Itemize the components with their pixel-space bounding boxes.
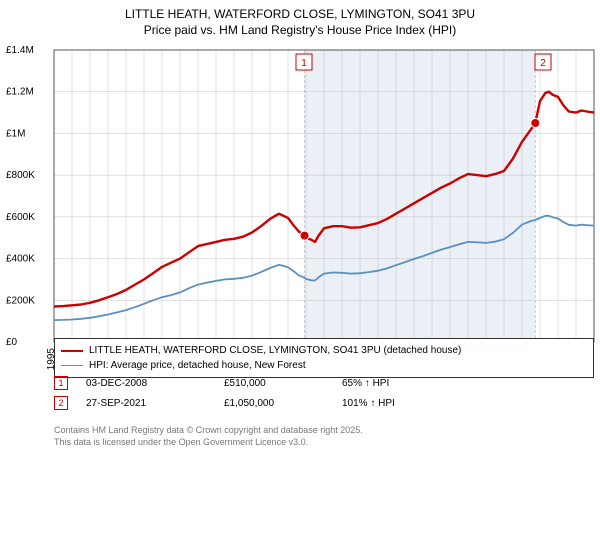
svg-text:£200K: £200K [6, 296, 35, 307]
attrib-line-1: Contains HM Land Registry data © Crown c… [54, 424, 363, 436]
marker-table: 1 03-DEC-2008 £510,000 65% ↑ HPI 2 27-SE… [54, 376, 594, 416]
chart-title-block: LITTLE HEATH, WATERFORD CLOSE, LYMINGTON… [0, 0, 600, 38]
marker-delta-2: 101% ↑ HPI [342, 398, 395, 409]
svg-text:£800K: £800K [6, 171, 35, 182]
marker-delta-1: 65% ↑ HPI [342, 378, 389, 389]
legend: LITTLE HEATH, WATERFORD CLOSE, LYMINGTON… [54, 338, 594, 378]
legend-label-hpi: HPI: Average price, detached house, New … [89, 358, 306, 373]
attrib-line-2: This data is licensed under the Open Gov… [54, 436, 363, 448]
legend-swatch-hpi [61, 365, 83, 366]
marker-badge-2: 2 [54, 396, 68, 410]
marker-date-1: 03-DEC-2008 [86, 378, 206, 389]
svg-text:£400K: £400K [6, 254, 35, 265]
legend-row-hpi: HPI: Average price, detached house, New … [61, 358, 587, 373]
legend-row-price-paid: LITTLE HEATH, WATERFORD CLOSE, LYMINGTON… [61, 343, 587, 358]
marker-row-2: 2 27-SEP-2021 £1,050,000 101% ↑ HPI [54, 396, 594, 410]
svg-text:£600K: £600K [6, 212, 35, 223]
chart-container: £0£200K£400K£600K£800K£1M£1.2M£1.4M19951… [0, 42, 600, 452]
attribution: Contains HM Land Registry data © Crown c… [54, 424, 363, 448]
svg-text:1: 1 [301, 58, 307, 69]
svg-text:£1M: £1M [6, 129, 25, 140]
svg-text:£1.4M: £1.4M [6, 45, 34, 56]
svg-text:£1.2M: £1.2M [6, 87, 34, 98]
legend-swatch-price-paid [61, 350, 83, 352]
marker-price-2: £1,050,000 [224, 398, 324, 409]
svg-text:£0: £0 [6, 337, 18, 348]
marker-price-1: £510,000 [224, 378, 324, 389]
marker-badge-1: 1 [54, 376, 68, 390]
title-line-2: Price paid vs. HM Land Registry's House … [0, 22, 600, 38]
marker-row-1: 1 03-DEC-2008 £510,000 65% ↑ HPI [54, 376, 594, 390]
title-line-1: LITTLE HEATH, WATERFORD CLOSE, LYMINGTON… [0, 6, 600, 22]
legend-label-price-paid: LITTLE HEATH, WATERFORD CLOSE, LYMINGTON… [89, 343, 461, 358]
svg-text:2: 2 [540, 58, 546, 69]
marker-date-2: 27-SEP-2021 [86, 398, 206, 409]
